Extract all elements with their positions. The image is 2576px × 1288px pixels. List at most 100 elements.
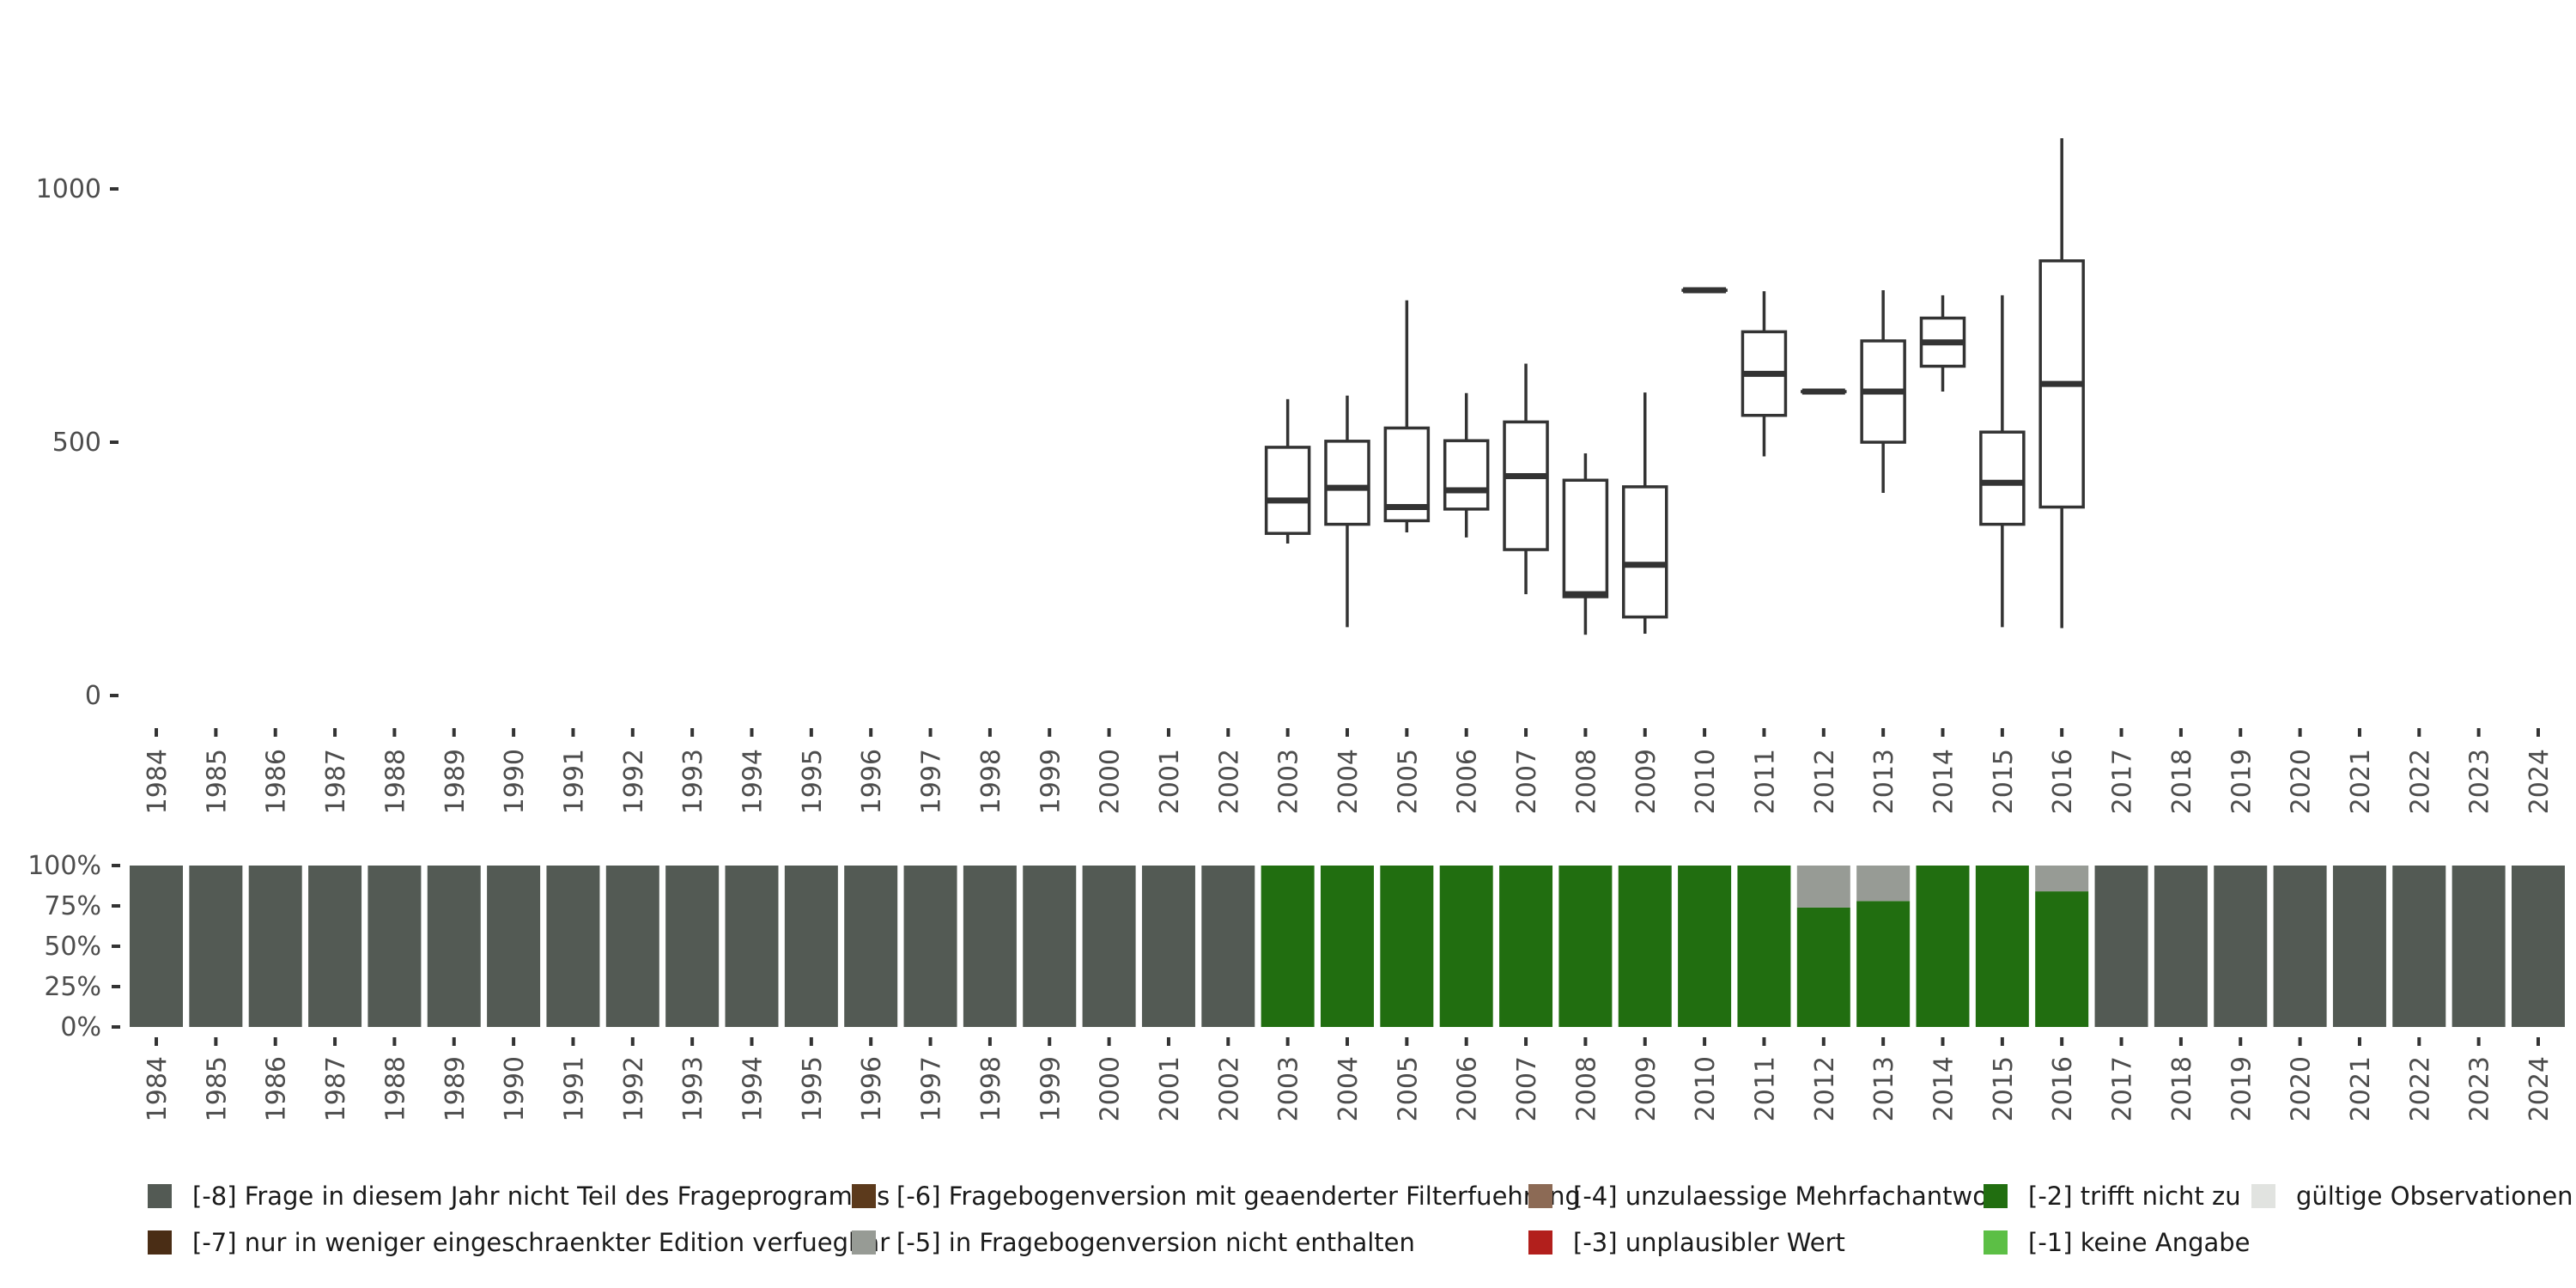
box-2014 xyxy=(1919,295,1966,392)
x-tick-label-1997: 1997 xyxy=(917,749,947,814)
bar-2007--2-trifft-nicht-zu xyxy=(1499,866,1553,1027)
legend-item-3: [-5] in Fragebogenversion nicht enthalte… xyxy=(852,1228,1415,1257)
bar-2021--8-frage-in-diesem-jahr-nicht-teil-des-frageprogramms xyxy=(2332,866,2386,1027)
bar-x-tick-label-1984: 1984 xyxy=(143,1056,173,1121)
bar-x-tick-label-2004: 2004 xyxy=(1334,1056,1364,1121)
bar-x-tick-label-1998: 1998 xyxy=(976,1056,1006,1121)
bar-x-tick-label-2012: 2012 xyxy=(1810,1056,1840,1121)
bar-x-tick-label-2017: 2017 xyxy=(2108,1056,2138,1121)
x-tick-label-2023: 2023 xyxy=(2465,749,2495,814)
bar-x-tick-label-2014: 2014 xyxy=(1929,1056,1959,1121)
bar-x-tick-label-2018: 2018 xyxy=(2167,1056,2197,1121)
bar-2002--8-frage-in-diesem-jahr-nicht-teil-des-frageprogramms xyxy=(1201,866,1255,1027)
box-2009 xyxy=(1622,392,1668,635)
legend-swatch-7 xyxy=(1984,1230,2008,1255)
bar-1988--8-frage-in-diesem-jahr-nicht-teil-des-frageprogramms xyxy=(368,866,422,1027)
legend-item-6: [-2] trifft nicht zu xyxy=(1984,1182,2241,1211)
box-rect-2009 xyxy=(1622,485,1668,619)
x-tick-label-1995: 1995 xyxy=(798,749,828,814)
bar-x-tick-label-1997: 1997 xyxy=(917,1056,947,1121)
legend-item-0: [-8] Frage in diesem Jahr nicht Teil des… xyxy=(148,1182,890,1211)
legend-swatch-2 xyxy=(852,1184,876,1208)
bar-1989--8-frage-in-diesem-jahr-nicht-teil-des-frageprogramms xyxy=(427,866,481,1027)
legend-label-3: [-5] in Fragebogenversion nicht enthalte… xyxy=(896,1228,1415,1257)
bar-2014--2-trifft-nicht-zu xyxy=(1916,866,1970,1027)
bar-1994--8-frage-in-diesem-jahr-nicht-teil-des-frageprogramms xyxy=(725,866,779,1027)
bar-2009--2-trifft-nicht-zu xyxy=(1618,866,1672,1027)
bar-2015--2-trifft-nicht-zu xyxy=(1975,866,2029,1027)
box-2004 xyxy=(1324,395,1370,628)
bar-2010--2-trifft-nicht-zu xyxy=(1678,866,1732,1027)
legend-swatch-5 xyxy=(1528,1230,1552,1255)
legend-label-1: [-7] nur in weniger eingeschraenkter Edi… xyxy=(192,1228,890,1257)
bar-1987--8-frage-in-diesem-jahr-nicht-teil-des-frageprogramms xyxy=(308,866,362,1027)
bar-x-tick-label-2000: 2000 xyxy=(1096,1056,1126,1121)
bar-2006--2-trifft-nicht-zu xyxy=(1439,866,1493,1027)
legend-label-0: [-8] Frage in diesem Jahr nicht Teil des… xyxy=(192,1182,890,1211)
pct-tick-label-75: 75% xyxy=(44,891,101,921)
bar-x-tick-label-1991: 1991 xyxy=(559,1056,589,1121)
legend-item-7: [-1] keine Angabe xyxy=(1984,1228,2251,1257)
legend-label-4: [-4] unzulaessige Mehrfachantwort xyxy=(1573,1182,2008,1211)
x-tick-label-2002: 2002 xyxy=(1214,749,1244,814)
box-2011 xyxy=(1741,291,1788,457)
bar-2024--8-frage-in-diesem-jahr-nicht-teil-des-frageprogramms xyxy=(2512,866,2565,1027)
legend-swatch-3 xyxy=(852,1230,876,1255)
box-2006 xyxy=(1443,392,1490,538)
legend-swatch-4 xyxy=(1528,1184,1552,1208)
bar-x-tick-label-2024: 2024 xyxy=(2524,1056,2555,1121)
bar-x-tick-label-2003: 2003 xyxy=(1274,1056,1304,1121)
box-2008 xyxy=(1562,453,1609,635)
legend: [-8] Frage in diesem Jahr nicht Teil des… xyxy=(148,1182,2573,1257)
box-2003 xyxy=(1264,398,1311,544)
x-tick-label-1992: 1992 xyxy=(619,749,649,814)
bar-x-tick-label-1993: 1993 xyxy=(678,1056,708,1121)
y-tick-label-0: 0 xyxy=(85,681,101,711)
bar-x-tick-label-2008: 2008 xyxy=(1571,1056,1601,1121)
bar-x-tick-label-2019: 2019 xyxy=(2227,1056,2257,1121)
bar-2001--8-frage-in-diesem-jahr-nicht-teil-des-frageprogramms xyxy=(1141,866,1195,1027)
legend-item-4: [-4] unzulaessige Mehrfachantwort xyxy=(1528,1182,2008,1211)
x-tick-label-1999: 1999 xyxy=(1036,749,1066,814)
x-tick-label-2010: 2010 xyxy=(1691,749,1721,814)
x-tick-label-1998: 1998 xyxy=(976,749,1006,814)
legend-item-8: gültige Observationen xyxy=(2251,1182,2573,1211)
bar-1993--8-frage-in-diesem-jahr-nicht-teil-des-frageprogramms xyxy=(665,866,720,1027)
pct-tick-label-0: 0% xyxy=(60,1012,101,1042)
x-tick-label-1987: 1987 xyxy=(321,749,351,814)
bar-x-tick-label-2021: 2021 xyxy=(2346,1056,2376,1121)
bar-x-tick-label-1992: 1992 xyxy=(619,1056,649,1121)
x-tick-label-2017: 2017 xyxy=(2108,749,2138,814)
x-tick-label-1993: 1993 xyxy=(678,749,708,814)
x-tick-label-1984: 1984 xyxy=(143,749,173,814)
boxplot-panel: 0 500 1000 1984 1985 1986 1987 1988 1989 1990 1991… xyxy=(36,138,2555,814)
bar-x-tick-label-2007: 2007 xyxy=(1512,1056,1542,1121)
bar-x-tick-label-2020: 2020 xyxy=(2287,1056,2317,1121)
legend-swatch-0 xyxy=(148,1184,172,1208)
x-tick-label-2015: 2015 xyxy=(1989,749,2019,814)
box-2005 xyxy=(1383,300,1431,533)
x-tick-label-2012: 2012 xyxy=(1810,749,1840,814)
bar-x-tick-label-2005: 2005 xyxy=(1393,1056,1423,1121)
bar-x-tick-label-2023: 2023 xyxy=(2465,1056,2495,1121)
x-tick-label-2006: 2006 xyxy=(1453,749,1483,814)
bar-1990--8-frage-in-diesem-jahr-nicht-teil-des-frageprogramms xyxy=(487,866,541,1027)
bar-1992--8-frage-in-diesem-jahr-nicht-teil-des-frageprogramms xyxy=(605,866,659,1027)
bar-x-tick-label-1988: 1988 xyxy=(380,1056,410,1121)
pct-tick-label-50: 50% xyxy=(44,932,101,962)
legend-label-2: [-6] Fragebogenversion mit geaenderter F… xyxy=(896,1182,1581,1211)
legend-label-8: gültige Observationen xyxy=(2296,1182,2573,1211)
x-tick-label-2000: 2000 xyxy=(1096,749,1126,814)
bar-2004--2-trifft-nicht-zu xyxy=(1321,866,1374,1027)
x-tick-label-2011: 2011 xyxy=(1750,749,1780,814)
bar-x-tick-label-2002: 2002 xyxy=(1214,1056,1244,1121)
x-tick-label-2008: 2008 xyxy=(1571,749,1601,814)
box-rect-2008 xyxy=(1562,478,1609,598)
bar-1998--8-frage-in-diesem-jahr-nicht-teil-des-frageprogramms xyxy=(963,866,1017,1027)
x-tick-label-1985: 1985 xyxy=(202,749,232,814)
bar-2018--8-frage-in-diesem-jahr-nicht-teil-des-frageprogramms xyxy=(2154,866,2208,1027)
bar-2012--2-trifft-nicht-zu xyxy=(1796,907,1850,1027)
pct-tick-label-25: 25% xyxy=(44,972,101,1002)
bar-2011--2-trifft-nicht-zu xyxy=(1737,866,1791,1027)
